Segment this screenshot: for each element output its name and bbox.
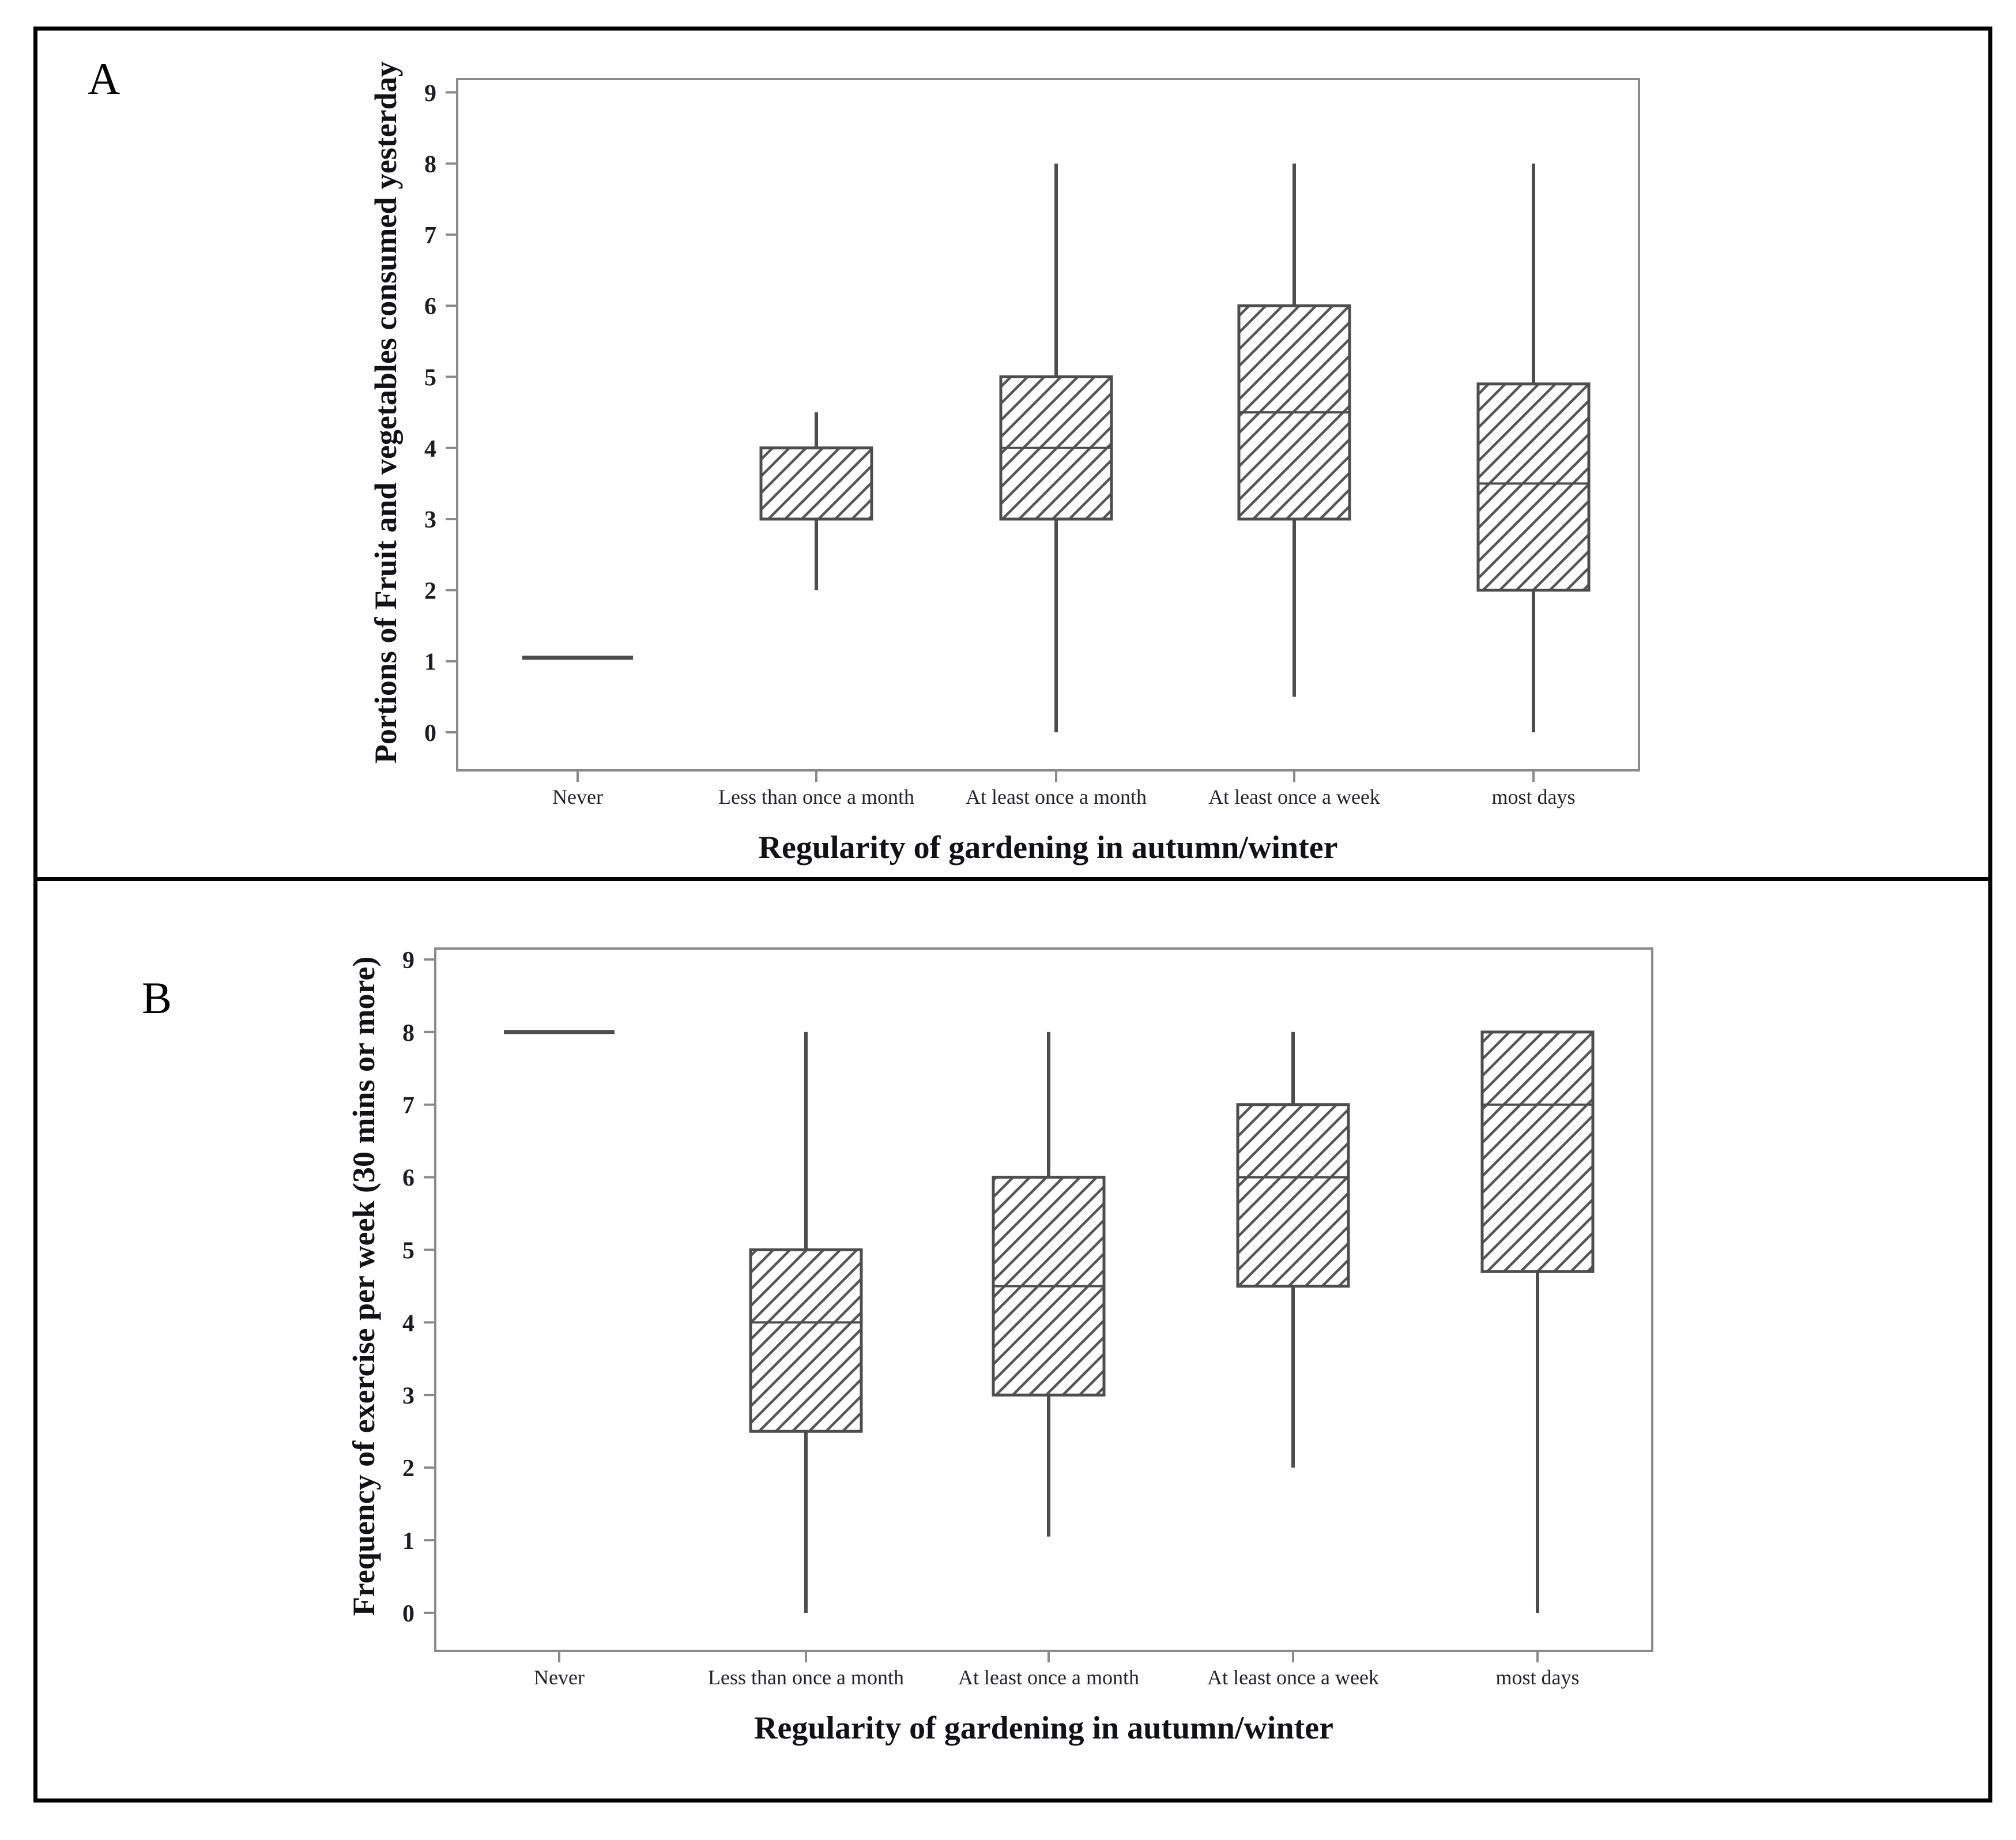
panel-a-ytick-label: 9 <box>424 80 436 107</box>
panel-b-category-label: Never <box>534 1666 585 1689</box>
panel-a-category-label: Less than once a month <box>718 785 914 808</box>
panel-b-ytick-label: 7 <box>402 1093 414 1119</box>
panel-a-ytick-label: 8 <box>424 152 436 178</box>
panel-a-category-label: At least once a week <box>1208 785 1380 808</box>
panel-b-category-label: most days <box>1495 1666 1579 1689</box>
panel-divider-line <box>33 877 1992 881</box>
panel-b-ytick-label: 0 <box>402 1601 414 1627</box>
panel-a-box <box>1476 382 1591 592</box>
panel-a-x-axis-title: Regularity of gardening in autumn/winter <box>759 830 1338 866</box>
panel-a-plot-frame <box>456 78 1640 772</box>
panel-b-ytick-label: 8 <box>402 1020 414 1047</box>
panel-b-x-axis-title: Regularity of gardening in autumn/winter <box>754 1710 1333 1746</box>
panel-b-category-label: At least once a month <box>958 1666 1139 1689</box>
figure-outer-border <box>33 27 1992 1803</box>
panel-b-ytick-label: 9 <box>402 947 414 974</box>
panel-b-ytick-label: 5 <box>402 1238 414 1265</box>
panel-a-ytick-label: 7 <box>424 223 436 249</box>
panel-a-ytick-label: 3 <box>424 507 436 533</box>
panel-a-ytick-label: 0 <box>424 720 436 747</box>
panel-a-ytick-label: 1 <box>424 649 436 676</box>
panel-b-ytick-label: 4 <box>402 1310 414 1337</box>
panel-b-plot-frame <box>434 947 1653 1652</box>
panel-b-category-label: At least once a week <box>1207 1666 1379 1689</box>
panel-a-category-label: At least once a month <box>966 785 1147 808</box>
panel-b-ytick-label: 1 <box>402 1528 414 1555</box>
panel-a-ytick-label: 4 <box>424 436 436 462</box>
panel-a-category-label: Never <box>552 785 603 808</box>
panel-a-ytick-label: 5 <box>424 365 436 392</box>
panel-b-y-axis-title: Frequency of exercise per week (30 mins … <box>346 957 381 1616</box>
panel-b-box <box>1480 1030 1595 1273</box>
panel-a-label: A <box>88 54 120 104</box>
panel-a-ytick-label: 2 <box>424 578 436 604</box>
panel-a-y-axis-title: Portions of Fruit and vegetables consume… <box>368 61 403 763</box>
panel-a-box <box>759 446 873 521</box>
panel-b-ytick-label: 3 <box>402 1383 414 1409</box>
panel-b-category-label: Less than once a month <box>708 1666 904 1689</box>
panel-b-label: B <box>142 973 172 1023</box>
panel-b-ytick-label: 6 <box>402 1165 414 1192</box>
panel-b-ytick-label: 2 <box>402 1455 414 1482</box>
panel-a-category-label: most days <box>1491 785 1575 808</box>
panel-b-box <box>1236 1103 1350 1288</box>
panel-b-box <box>749 1248 863 1433</box>
panel-a-ytick-label: 6 <box>424 294 436 320</box>
